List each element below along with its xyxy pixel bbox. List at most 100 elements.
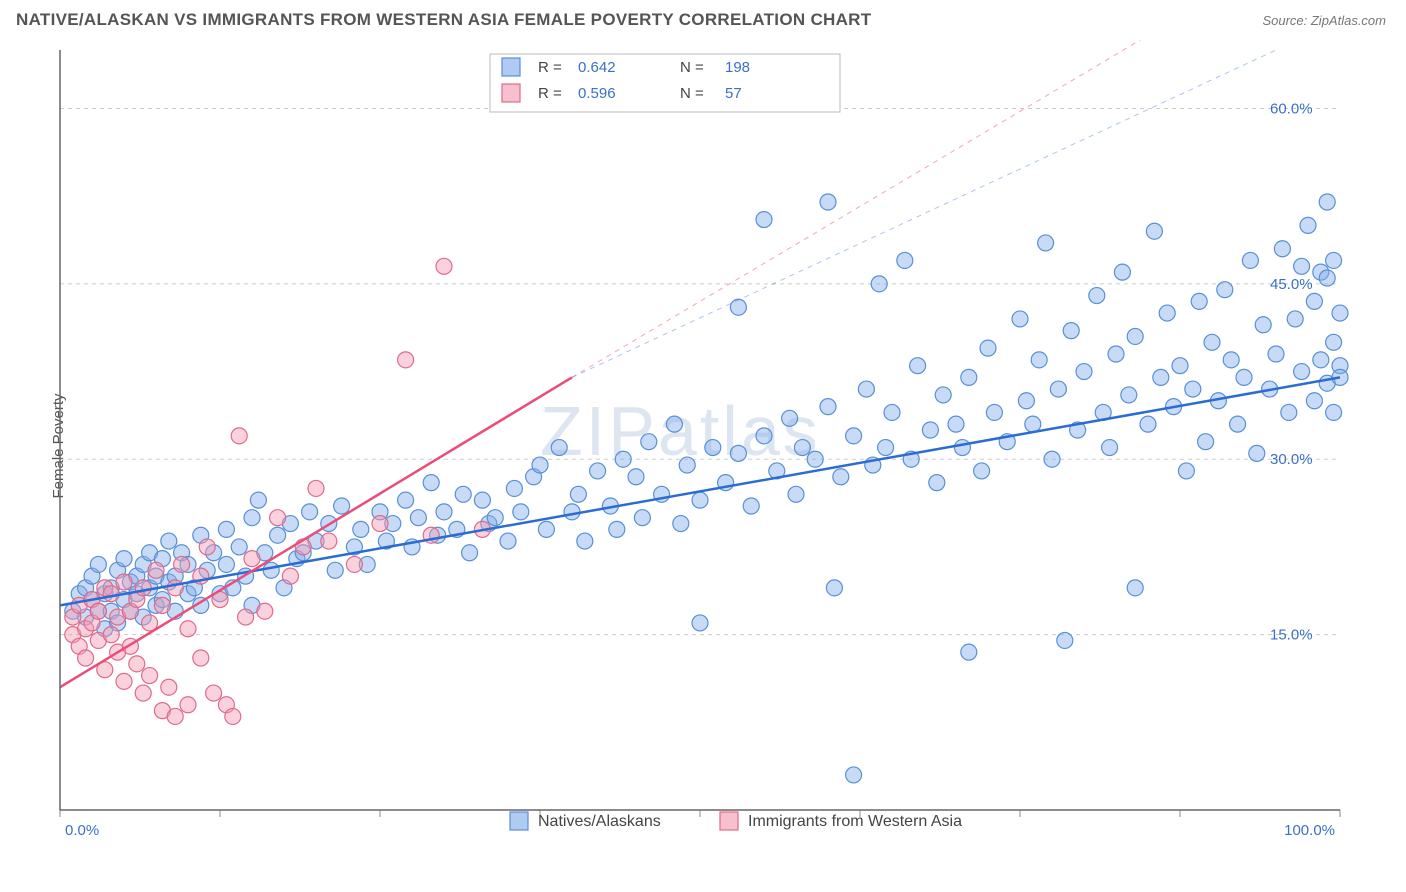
data-point-natives <box>820 399 836 415</box>
data-point-natives <box>1198 434 1214 450</box>
data-point-natives <box>846 767 862 783</box>
data-point-natives <box>1287 311 1303 327</box>
data-point-natives <box>615 451 631 467</box>
data-point-natives <box>1063 323 1079 339</box>
data-point-immigrants <box>161 679 177 695</box>
data-point-natives <box>1230 416 1246 432</box>
data-point-immigrants <box>257 603 273 619</box>
legend-n-label: N = <box>680 85 704 102</box>
data-point-natives <box>910 358 926 374</box>
legend-r-label: R = <box>538 59 562 76</box>
data-point-natives <box>1127 580 1143 596</box>
data-point-immigrants <box>142 668 158 684</box>
data-point-natives <box>788 486 804 502</box>
data-point-natives <box>897 252 913 268</box>
data-point-natives <box>1236 369 1252 385</box>
data-point-natives <box>980 340 996 356</box>
data-point-immigrants <box>199 539 215 555</box>
data-point-natives <box>756 212 772 228</box>
y-tick-label: 15.0% <box>1270 627 1313 644</box>
data-point-immigrants <box>270 510 286 526</box>
data-point-natives <box>641 434 657 450</box>
data-point-natives <box>218 521 234 537</box>
data-point-natives <box>833 469 849 485</box>
y-tick-label: 30.0% <box>1270 451 1313 468</box>
legend-r-value: 0.596 <box>578 85 616 102</box>
data-point-natives <box>474 492 490 508</box>
data-point-natives <box>410 510 426 526</box>
data-point-natives <box>935 387 951 403</box>
x-tick-label-min: 0.0% <box>65 822 99 839</box>
data-point-natives <box>1255 317 1271 333</box>
data-point-natives <box>1313 352 1329 368</box>
data-point-natives <box>1326 252 1342 268</box>
data-point-natives <box>1031 352 1047 368</box>
data-point-immigrants <box>282 568 298 584</box>
data-point-natives <box>679 457 695 473</box>
data-point-natives <box>506 480 522 496</box>
scatter-chart-svg: 15.0%30.0%45.0%60.0%ZIPatlas0.0%100.0%R … <box>50 40 1350 850</box>
data-point-natives <box>666 416 682 432</box>
data-point-natives <box>1018 393 1034 409</box>
data-point-natives <box>858 381 874 397</box>
data-point-natives <box>513 504 529 520</box>
data-point-natives <box>929 475 945 491</box>
chart-title: NATIVE/ALASKAN VS IMMIGRANTS FROM WESTER… <box>16 10 871 30</box>
data-point-natives <box>1185 381 1201 397</box>
data-point-natives <box>218 556 234 572</box>
data-point-natives <box>1012 311 1028 327</box>
data-point-immigrants <box>193 650 209 666</box>
data-point-natives <box>986 404 1002 420</box>
data-point-natives <box>974 463 990 479</box>
data-point-natives <box>1146 223 1162 239</box>
x-tick-label-max: 100.0% <box>1284 822 1335 839</box>
data-point-natives <box>609 521 625 537</box>
data-point-immigrants <box>398 352 414 368</box>
bottom-legend-swatch <box>510 812 528 830</box>
data-point-natives <box>1217 282 1233 298</box>
data-point-natives <box>878 440 894 456</box>
data-point-natives <box>1294 364 1310 380</box>
data-point-natives <box>1281 404 1297 420</box>
data-point-natives <box>564 504 580 520</box>
data-point-natives <box>1306 393 1322 409</box>
data-point-immigrants <box>103 586 119 602</box>
data-point-natives <box>1204 334 1220 350</box>
data-point-natives <box>231 539 247 555</box>
data-point-natives <box>1306 293 1322 309</box>
chart-area: 15.0%30.0%45.0%60.0%ZIPatlas0.0%100.0%R … <box>50 40 1350 840</box>
data-point-natives <box>1223 352 1239 368</box>
data-point-natives <box>820 194 836 210</box>
data-point-immigrants <box>154 597 170 613</box>
data-point-natives <box>730 299 746 315</box>
data-point-natives <box>1242 252 1258 268</box>
data-point-natives <box>826 580 842 596</box>
data-point-natives <box>263 562 279 578</box>
data-point-immigrants <box>167 708 183 724</box>
data-point-natives <box>634 510 650 526</box>
data-point-immigrants <box>321 533 337 549</box>
legend-swatch <box>502 84 520 102</box>
data-point-natives <box>1044 451 1060 467</box>
data-point-natives <box>743 498 759 514</box>
data-point-immigrants <box>78 650 94 666</box>
data-point-natives <box>1050 381 1066 397</box>
data-point-natives <box>1319 270 1335 286</box>
data-point-natives <box>250 492 266 508</box>
source-label: Source: <box>1262 13 1310 28</box>
data-point-natives <box>948 416 964 432</box>
data-point-natives <box>116 551 132 567</box>
data-point-natives <box>90 556 106 572</box>
data-point-immigrants <box>436 258 452 274</box>
data-point-natives <box>436 504 452 520</box>
data-point-natives <box>1089 288 1105 304</box>
legend-r-label: R = <box>538 85 562 102</box>
data-point-natives <box>1025 416 1041 432</box>
data-point-immigrants <box>238 609 254 625</box>
data-point-immigrants <box>180 697 196 713</box>
data-point-natives <box>532 457 548 473</box>
data-point-immigrants <box>225 708 241 724</box>
data-point-natives <box>1038 235 1054 251</box>
y-tick-label: 60.0% <box>1270 100 1313 117</box>
data-point-natives <box>961 369 977 385</box>
